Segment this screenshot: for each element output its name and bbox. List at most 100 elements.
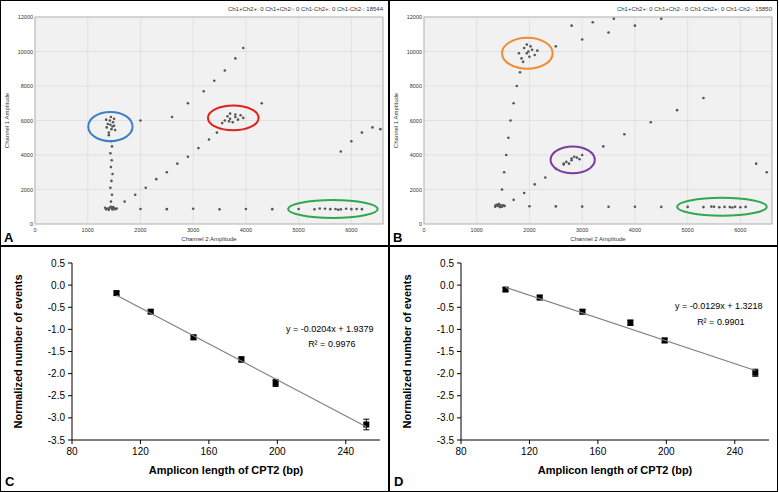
tick-label: 0.5 xyxy=(440,258,454,269)
panel-label: A xyxy=(4,230,14,245)
droplet xyxy=(202,90,205,93)
tick-label: 2000 xyxy=(410,187,422,193)
tick-label: -3.5 xyxy=(437,435,455,446)
tick-label: 160 xyxy=(201,446,218,457)
droplet xyxy=(115,207,118,210)
droplet xyxy=(242,47,245,50)
droplet xyxy=(562,163,565,166)
cluster-circle xyxy=(677,198,767,216)
droplet xyxy=(213,80,216,83)
droplet xyxy=(237,118,240,121)
panel-label: D xyxy=(394,474,403,489)
droplet xyxy=(271,208,274,211)
x-axis xyxy=(461,440,769,441)
droplet xyxy=(192,208,195,211)
droplet xyxy=(144,186,147,189)
tick-label: 0 xyxy=(419,221,422,227)
grid-line xyxy=(140,17,141,224)
droplet xyxy=(570,24,573,27)
droplet xyxy=(324,208,327,211)
tick-mark xyxy=(140,440,141,444)
droplet xyxy=(607,205,610,208)
droplet xyxy=(581,205,584,208)
droplet xyxy=(533,54,536,57)
tick-label: 0.0 xyxy=(440,280,454,291)
droplet xyxy=(623,133,626,136)
droplet xyxy=(529,45,532,48)
droplet xyxy=(113,117,116,120)
droplet xyxy=(297,208,300,211)
x-axis-label: Channel 2 Amplitude xyxy=(570,236,626,242)
droplet xyxy=(337,208,340,211)
title: Ch1+Ch2+: 0 Ch1+Ch2-: 0 Ch1-Ch2+: 0 Ch1-… xyxy=(228,6,384,12)
droplet xyxy=(171,116,174,119)
tick-label: 0 xyxy=(30,221,33,227)
plot-marks xyxy=(113,290,369,430)
droplet xyxy=(313,208,316,211)
droplet xyxy=(187,102,190,105)
droplet xyxy=(218,208,221,211)
tick-label: 120 xyxy=(132,446,149,457)
tick-label: -2.0 xyxy=(437,368,455,379)
tick-label: 0.5 xyxy=(51,258,65,269)
droplet xyxy=(111,173,114,176)
tick-mark xyxy=(68,373,72,374)
tick-label: 200 xyxy=(658,446,675,457)
droplet xyxy=(109,186,112,189)
droplet xyxy=(139,208,142,211)
droplet xyxy=(544,176,547,179)
droplet xyxy=(676,109,679,112)
droplet xyxy=(345,208,348,211)
droplet xyxy=(512,102,515,105)
tick-mark xyxy=(597,440,598,444)
droplet xyxy=(528,55,531,58)
grid-line xyxy=(424,17,772,18)
tick-mark xyxy=(457,329,461,330)
droplet xyxy=(499,206,502,209)
tick-label: -1.0 xyxy=(48,324,66,335)
tick-label: 12000 xyxy=(407,14,422,20)
droplet xyxy=(581,154,584,157)
droplet xyxy=(702,206,705,209)
droplet xyxy=(111,193,114,196)
droplet xyxy=(607,31,610,34)
droplet xyxy=(166,171,169,174)
tick-mark xyxy=(68,351,72,352)
tick-label: 5000 xyxy=(293,227,305,233)
droplet xyxy=(224,119,227,122)
tick-label: 10000 xyxy=(18,49,33,55)
tick-mark xyxy=(68,440,72,441)
tick-label: 8000 xyxy=(410,83,422,89)
droplet xyxy=(350,140,353,143)
droplet xyxy=(613,17,616,20)
droplet xyxy=(109,124,112,127)
droplet xyxy=(765,171,768,174)
droplet xyxy=(234,113,237,116)
tick-mark xyxy=(529,440,530,444)
droplet xyxy=(503,205,506,208)
tick-mark xyxy=(345,440,346,444)
annotation: R² = 0.9901 xyxy=(697,317,744,327)
droplet xyxy=(110,128,113,131)
droplet xyxy=(106,123,109,126)
droplet xyxy=(208,138,211,141)
error-bar-cap xyxy=(752,376,758,377)
droplet xyxy=(109,119,112,122)
droplet xyxy=(112,121,115,124)
tick-label: 6000 xyxy=(345,227,357,233)
droplet xyxy=(739,206,742,209)
droplet xyxy=(602,145,605,148)
tick-label: -1.5 xyxy=(437,346,455,357)
tick-label: 4000 xyxy=(21,152,33,158)
grid-line xyxy=(424,51,772,52)
tick-label: 120 xyxy=(521,446,538,457)
tick-mark xyxy=(457,417,461,418)
droplet xyxy=(702,97,705,100)
panel-label: B xyxy=(393,230,402,245)
tick-label: 4000 xyxy=(629,227,641,233)
droplet xyxy=(110,166,113,169)
tick-label: 6000 xyxy=(410,118,422,124)
droplet xyxy=(329,208,332,211)
title: Ch1+Ch2+: 0 Ch1+Ch2-: 0 Ch1-Ch2+: 0 Ch1-… xyxy=(617,6,773,12)
grid-line xyxy=(424,86,772,87)
